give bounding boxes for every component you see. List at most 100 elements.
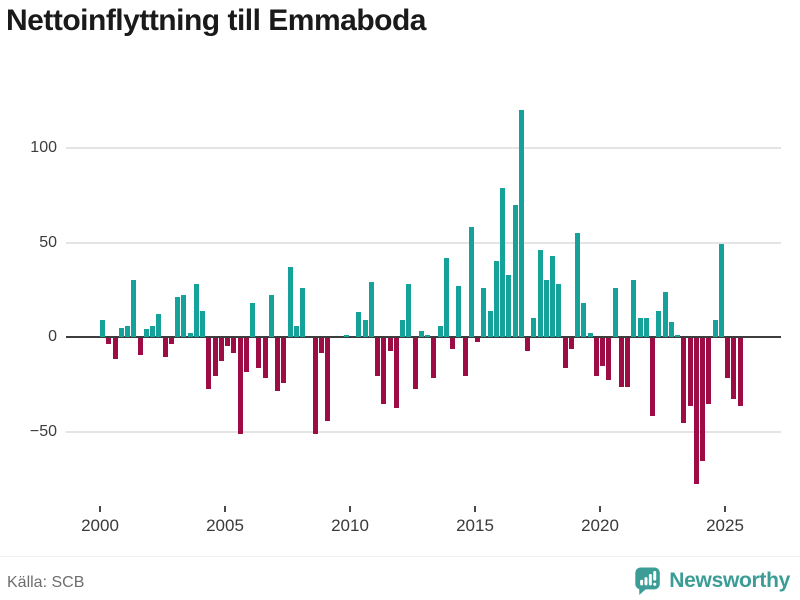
bar-negative — [700, 338, 705, 461]
bar-positive — [718, 244, 724, 337]
bar-negative — [237, 338, 243, 435]
x-axis-tick — [599, 506, 601, 512]
bar-negative — [737, 338, 743, 406]
bar-positive — [150, 325, 155, 337]
bar-negative — [525, 338, 530, 352]
x-axis-year-label: 2020 — [581, 516, 619, 535]
bar-positive — [406, 284, 412, 337]
bar-negative — [731, 338, 737, 399]
bar-negative — [568, 338, 574, 350]
bar-negative — [212, 338, 218, 376]
bar-negative — [618, 338, 624, 388]
bar-positive — [643, 318, 649, 337]
bar-positive — [143, 329, 149, 337]
bar-positive — [662, 291, 668, 337]
bar-positive — [612, 287, 618, 337]
bar-negative — [281, 338, 287, 384]
bar-negative — [218, 338, 224, 361]
bar-positive — [512, 204, 518, 337]
bar-positive — [343, 335, 349, 337]
bar-positive — [118, 327, 124, 337]
bar-negative — [706, 338, 712, 405]
bar-positive — [287, 267, 293, 337]
bar-positive — [468, 227, 474, 337]
bar-negative — [243, 338, 249, 372]
x-axis-tick — [99, 506, 101, 512]
bar-positive — [175, 297, 180, 337]
bar-positive — [531, 318, 537, 337]
brand-logo: Newsworthy — [634, 566, 790, 596]
bar-negative — [412, 338, 418, 389]
bar-negative — [375, 338, 380, 376]
bar-negative — [275, 338, 280, 391]
bar-negative — [393, 338, 399, 408]
bar-negative — [162, 338, 168, 357]
bar-negative — [137, 338, 143, 355]
bar-positive — [506, 274, 512, 337]
bar-negative — [600, 338, 605, 367]
bar-negative — [325, 338, 330, 422]
bar-positive — [587, 333, 593, 337]
x-axis-tick — [224, 506, 226, 512]
y-axis-tick-label: 100 — [30, 139, 57, 156]
gridline — [66, 430, 781, 433]
x-axis-year-label: 2025 — [706, 516, 744, 535]
bar-positive — [400, 320, 405, 337]
bar-negative — [606, 338, 612, 380]
brand-name: Newsworthy — [669, 569, 790, 592]
y-axis-tick-label: 50 — [39, 233, 57, 251]
bar-positive — [500, 187, 505, 337]
bar-negative — [475, 338, 480, 342]
footer-divider — [0, 556, 800, 557]
bar-negative — [562, 338, 568, 369]
bar-positive — [181, 295, 187, 337]
bar-negative — [625, 338, 630, 388]
x-axis-tick — [724, 506, 726, 512]
x-axis-year-label: 2005 — [206, 516, 244, 535]
bar-positive — [125, 325, 130, 337]
zero-axis-line — [66, 336, 781, 338]
bar-negative — [387, 338, 393, 352]
bar-positive — [425, 335, 430, 337]
gridline — [66, 241, 781, 244]
bar-negative — [693, 338, 699, 484]
newsworthy-bar-chart-bubble-icon — [635, 567, 661, 595]
bar-positive — [556, 284, 562, 337]
bar-positive — [437, 325, 443, 337]
bar-positive — [537, 250, 543, 337]
bar-positive — [581, 303, 587, 337]
bar-positive — [668, 321, 674, 337]
bar-positive — [156, 314, 162, 337]
bar-positive — [481, 287, 487, 337]
bar-negative — [168, 338, 174, 344]
bar-negative — [312, 338, 318, 435]
bar-positive — [268, 295, 274, 337]
y-axis-tick-label: −50 — [29, 422, 57, 440]
bar-positive — [193, 284, 199, 337]
bar-negative — [225, 338, 230, 346]
bar-positive — [575, 233, 580, 337]
bar-positive — [543, 280, 549, 337]
bar-negative — [687, 338, 693, 406]
y-axis-tick-label: 0 — [48, 328, 57, 345]
bar-positive — [250, 303, 255, 337]
bar-positive — [368, 282, 374, 337]
bar-positive — [187, 333, 193, 337]
bar-positive — [550, 255, 555, 337]
bar-positive — [100, 320, 105, 337]
bar-positive — [362, 320, 368, 337]
bar-positive — [418, 331, 424, 337]
bar-negative — [106, 338, 112, 344]
bar-positive — [356, 312, 362, 337]
chart-title: Nettoinflyttning till Emmaboda — [6, 4, 427, 37]
bar-positive — [200, 310, 205, 337]
bar-positive — [300, 287, 305, 337]
bar-negative — [318, 338, 324, 354]
bar-negative — [681, 338, 687, 423]
bar-negative — [462, 338, 468, 376]
bar-negative — [231, 338, 237, 354]
bar-negative — [450, 338, 455, 350]
bar-positive — [293, 325, 299, 337]
bar-negative — [206, 338, 212, 389]
